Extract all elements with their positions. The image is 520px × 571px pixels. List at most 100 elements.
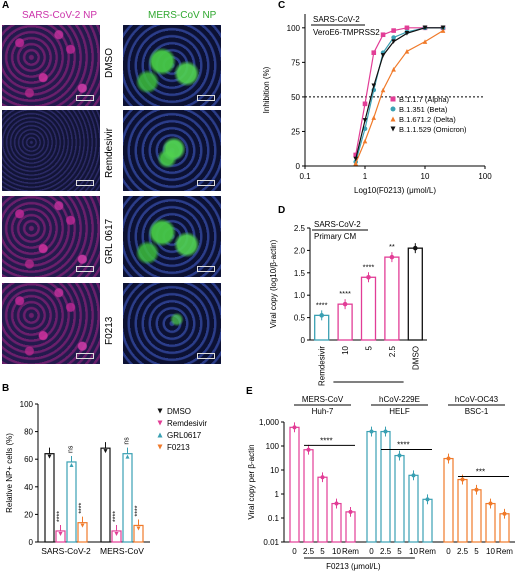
x-tick-label: 10 xyxy=(341,345,350,354)
y-tick-label: 40 xyxy=(24,483,33,492)
y-axis-label: Relative NP+ cells (%) xyxy=(5,433,14,513)
legend-label: DMSO xyxy=(167,407,191,416)
panel-label-d: D xyxy=(278,205,286,216)
bar xyxy=(122,453,133,543)
bar xyxy=(384,256,400,341)
scale-bar xyxy=(76,95,94,101)
data-point xyxy=(380,32,386,38)
scale-bar xyxy=(197,353,215,359)
significance-label: **** xyxy=(397,441,409,450)
x-tick-label: Remdesivir xyxy=(318,346,327,386)
significance-label: ns xyxy=(68,445,75,453)
chart-subtitle: VeroE6-TMPRSS2 xyxy=(313,28,380,37)
data-point xyxy=(369,429,374,434)
data-point xyxy=(391,35,396,40)
bar xyxy=(44,453,55,543)
data-point xyxy=(319,313,324,318)
x-tick-label: 0 xyxy=(369,547,374,556)
significance-label: **** xyxy=(79,503,86,514)
scale-bar xyxy=(76,180,94,186)
data-point xyxy=(397,453,402,458)
x-tick-label: 100 xyxy=(478,172,492,181)
data-point xyxy=(136,526,141,531)
legend-marker xyxy=(157,420,163,426)
bar xyxy=(394,454,405,543)
bar xyxy=(457,478,468,543)
data-point xyxy=(320,475,325,480)
series-line-3 xyxy=(355,27,444,160)
x-tick-label: 5 xyxy=(320,547,325,556)
legend-marker xyxy=(390,106,396,112)
data-point xyxy=(404,31,410,36)
y-tick-label: 80 xyxy=(24,428,33,437)
bar xyxy=(443,457,454,543)
group-title: hCoV-229E xyxy=(379,395,420,404)
y-tick-label: 100 xyxy=(20,400,34,409)
scale-bar xyxy=(76,353,94,359)
data-point xyxy=(353,156,359,162)
data-point xyxy=(413,245,418,251)
data-point xyxy=(348,509,353,514)
bar xyxy=(55,530,66,543)
scale-bar xyxy=(197,266,215,272)
group-title: MERS-CoV xyxy=(302,395,344,404)
bar xyxy=(422,498,433,543)
data-point xyxy=(371,83,377,89)
chart-b: 0 20 40 60 80 100 Relative NP+ cells (%) **** ns… xyxy=(5,400,207,556)
legend-label: F0213 xyxy=(167,443,190,452)
group-subtitle: Huh-7 xyxy=(312,407,334,416)
data-point xyxy=(69,462,74,467)
panel-label-a: A xyxy=(2,0,10,11)
data-point xyxy=(474,487,479,492)
x-tick-label: 0 xyxy=(446,547,451,556)
bar xyxy=(337,303,353,341)
data-point xyxy=(380,87,386,93)
data-point xyxy=(334,501,339,506)
data-point xyxy=(440,28,446,33)
x-tick-label: MERS-CoV xyxy=(100,546,144,556)
data-point xyxy=(58,531,63,536)
significance-label: **** xyxy=(57,511,64,522)
x-tick-label: DMSO xyxy=(411,346,420,370)
legend-label: B.1.671.2 (Delta) xyxy=(399,115,456,124)
x-axis-label: F0213 (μmol/L) xyxy=(326,562,381,571)
scale-bar xyxy=(76,266,94,272)
y-tick-label: 25 xyxy=(291,127,300,136)
data-point xyxy=(391,39,396,44)
legend-label: Remdesivir xyxy=(167,419,207,428)
bar xyxy=(407,247,423,341)
row-label-f0213: F0213 xyxy=(104,316,115,345)
y-tick-label: 2.0 xyxy=(294,246,306,255)
x-tick-label: 1 xyxy=(363,172,368,181)
data-point xyxy=(383,429,388,434)
chart-c: 0 25 50 75 100 0.1 1 10 100 Log10(F0213) (μmol/L)… xyxy=(262,14,492,195)
micrograph-mers-remdesivir xyxy=(123,110,221,191)
bar xyxy=(289,426,300,543)
x-tick-label: 10 xyxy=(409,547,418,556)
y-tick-label: 60 xyxy=(24,455,33,464)
group-subtitle: HELF xyxy=(389,407,410,416)
data-point xyxy=(371,50,377,55)
scale-bar xyxy=(197,180,215,186)
data-point xyxy=(411,473,416,478)
y-tick-label: 100 xyxy=(287,24,301,33)
bar xyxy=(380,430,391,543)
data-point xyxy=(404,25,410,31)
data-point xyxy=(362,118,368,123)
data-point xyxy=(422,25,428,31)
x-tick-label: 5 xyxy=(397,547,402,556)
y-tick-label: 1 xyxy=(275,490,280,499)
y-tick-label: 50 xyxy=(291,93,300,102)
x-tick-label: 0.1 xyxy=(299,172,311,181)
chart-title: SARS-CoV-2 xyxy=(313,15,360,24)
bar xyxy=(408,474,419,543)
y-tick-label: 10 xyxy=(270,466,279,475)
micrograph-mers-dmso xyxy=(123,25,221,106)
data-point xyxy=(446,456,451,461)
bar xyxy=(100,447,111,543)
micrograph-sars-f0213 xyxy=(2,283,100,364)
row-label-remdesivir: Remdesivir xyxy=(104,127,115,178)
data-point xyxy=(342,301,348,307)
y-tick-label: 1.5 xyxy=(294,269,306,278)
panel-label-c: C xyxy=(278,0,286,11)
